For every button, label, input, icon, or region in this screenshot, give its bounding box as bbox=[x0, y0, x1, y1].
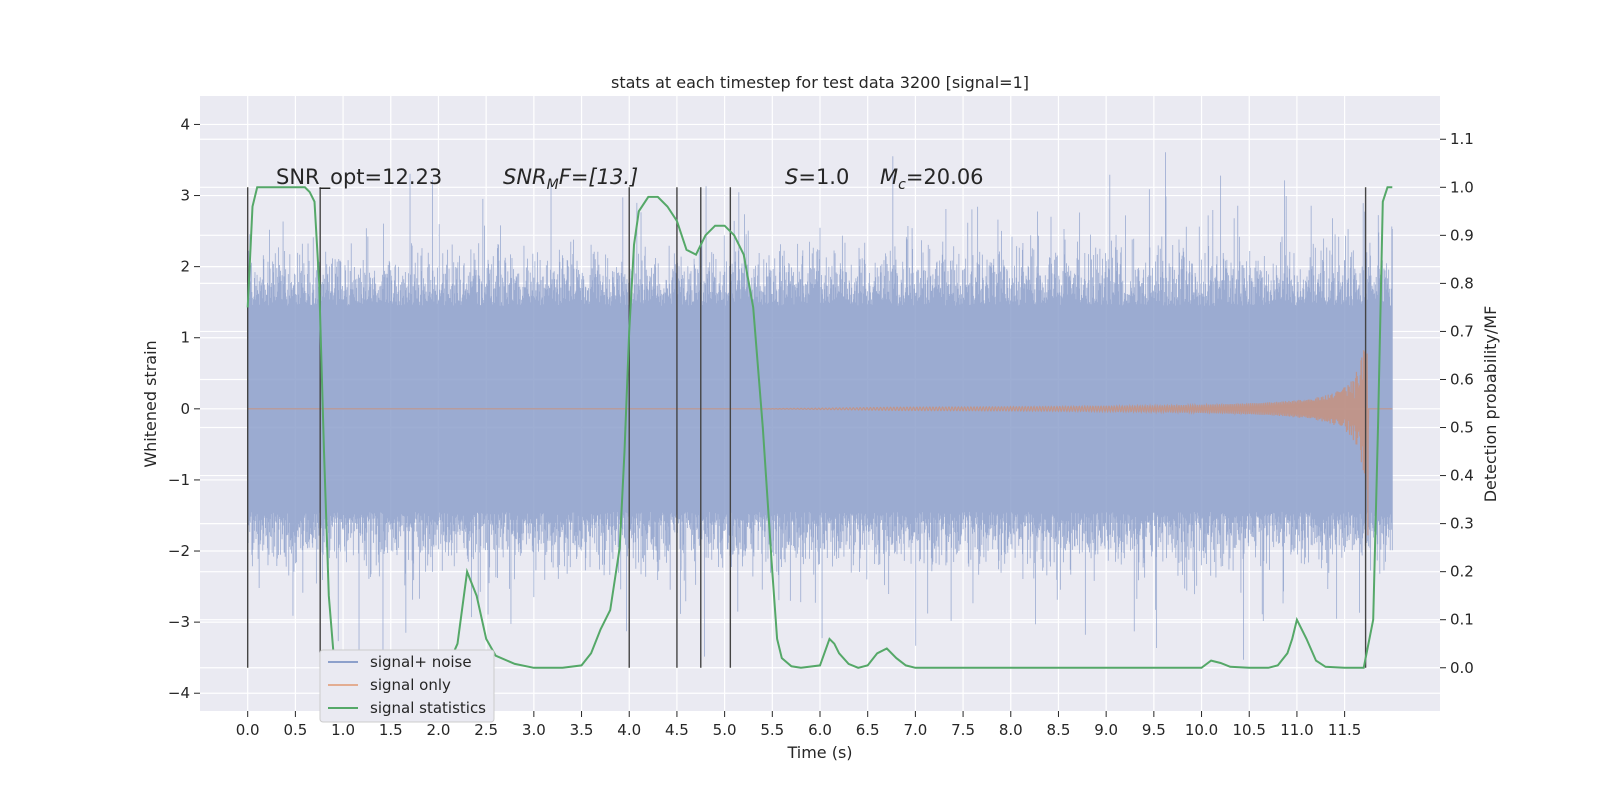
annotation-s-val: =1.0 bbox=[798, 165, 849, 189]
chart-title: stats at each timestep for test data 320… bbox=[611, 73, 1029, 92]
annotation-mc-sub: c bbox=[898, 177, 906, 193]
x-axis-ticks: 0.0 0.5 1.0 1.5 2.0 2.5 3.0 3.5 4.0 4.5 5.0 5.5 6.0 6… bbox=[236, 711, 1361, 739]
tick-label-bottom: 0.5 bbox=[283, 721, 307, 739]
tick-label-bottom: 3.5 bbox=[570, 721, 594, 739]
annotation-snr-mf-base: SNR bbox=[503, 165, 547, 189]
tick-label-right: 0.2 bbox=[1450, 563, 1474, 581]
annotation-s-var: S bbox=[785, 165, 798, 189]
tick-label-left: 2 bbox=[180, 258, 190, 276]
annotation-snr-mf: SNRMF=[13.] bbox=[503, 165, 638, 193]
tick-label-right: 0.3 bbox=[1450, 515, 1474, 533]
tick-label-bottom: 3.0 bbox=[522, 721, 546, 739]
tick-label-bottom: 2.5 bbox=[474, 721, 498, 739]
signal-only-series bbox=[247, 350, 1393, 536]
tick-label-bottom: 8.5 bbox=[1047, 721, 1071, 739]
legend-box bbox=[319, 649, 495, 723]
tick-label-left: −2 bbox=[168, 542, 190, 560]
tick-label-bottom: 7.0 bbox=[903, 721, 927, 739]
tick-label-bottom: 4.5 bbox=[665, 721, 689, 739]
y-axis-label-left: Whitened strain bbox=[141, 340, 160, 467]
tick-label-bottom: 6.0 bbox=[808, 721, 832, 739]
annotation-s: S=1.0 bbox=[785, 165, 849, 189]
tick-label-left: 1 bbox=[180, 329, 190, 347]
annotation-snr-mf-sub: M bbox=[547, 177, 559, 193]
tick-label-bottom: 10.5 bbox=[1233, 721, 1266, 739]
tick-label-bottom: 2.0 bbox=[427, 721, 451, 739]
tick-label-bottom: 6.5 bbox=[856, 721, 880, 739]
tick-label-right: 0.5 bbox=[1450, 419, 1474, 437]
tick-label-bottom: 7.5 bbox=[951, 721, 975, 739]
tick-label-right: 1.0 bbox=[1450, 178, 1474, 196]
tick-label-left: 3 bbox=[180, 187, 190, 205]
x-axis-label: Time (s) bbox=[786, 743, 852, 762]
tick-label-right: 1.1 bbox=[1450, 130, 1474, 148]
tick-label-bottom: 1.5 bbox=[379, 721, 403, 739]
tick-label-right: 0.9 bbox=[1450, 226, 1474, 244]
tick-label-bottom: 5.5 bbox=[760, 721, 784, 739]
legend-label-stat: signal statistics bbox=[370, 699, 486, 717]
annotation-mc-val: =20.06 bbox=[906, 165, 984, 189]
tick-label-right: 0.8 bbox=[1450, 274, 1474, 292]
tick-label-left: 4 bbox=[180, 115, 190, 133]
vertical-lines bbox=[246, 187, 1367, 668]
y-axis-label-right: Detection probability/MF bbox=[1481, 306, 1500, 503]
signal-trace bbox=[247, 350, 1393, 536]
tick-label-bottom: 4.0 bbox=[617, 721, 641, 739]
tick-label-bottom: 8.0 bbox=[999, 721, 1023, 739]
tick-label-bottom: 0.0 bbox=[236, 721, 260, 739]
legend-label-noise: signal+ noise bbox=[370, 653, 472, 671]
tick-label-right: 0.0 bbox=[1450, 659, 1474, 677]
tick-label-bottom: 9.0 bbox=[1094, 721, 1118, 739]
tick-label-right: 0.7 bbox=[1450, 322, 1474, 340]
tick-label-bottom: 1.0 bbox=[331, 721, 355, 739]
tick-label-right: 0.6 bbox=[1450, 370, 1474, 388]
tick-label-left: 0 bbox=[180, 400, 190, 418]
annotation-snr-mf-rest: F=[13.] bbox=[559, 165, 638, 189]
tick-label-bottom: 5.0 bbox=[713, 721, 737, 739]
tick-label-bottom: 9.5 bbox=[1142, 721, 1166, 739]
tick-label-right: 0.4 bbox=[1450, 467, 1474, 485]
tick-label-bottom: 11.0 bbox=[1280, 721, 1313, 739]
left-axis-ticks: −4 −3 −2 −1 0 1 2 3 4 bbox=[168, 115, 200, 702]
tick-label-left: −1 bbox=[168, 471, 190, 489]
right-axis-ticks: 0.0 0.1 0.2 0.3 0.4 0.5 0.6 0.7 0.8 0.9 1.0 1.1 bbox=[1440, 130, 1474, 677]
legend: signal+ noise signal only signal statist… bbox=[319, 649, 495, 723]
tick-label-left: −3 bbox=[168, 613, 190, 631]
tick-label-bottom: 11.5 bbox=[1328, 721, 1361, 739]
tick-label-bottom: 10.0 bbox=[1185, 721, 1218, 739]
legend-label-signal: signal only bbox=[370, 676, 451, 694]
annotation-snr-opt: SNR_opt=12.23 bbox=[276, 165, 442, 190]
tick-label-right: 0.1 bbox=[1450, 611, 1474, 629]
annotation-mc: Mc=20.06 bbox=[880, 165, 984, 193]
annotation-mc-var: M bbox=[880, 165, 898, 189]
tick-label-left: −4 bbox=[168, 684, 190, 702]
